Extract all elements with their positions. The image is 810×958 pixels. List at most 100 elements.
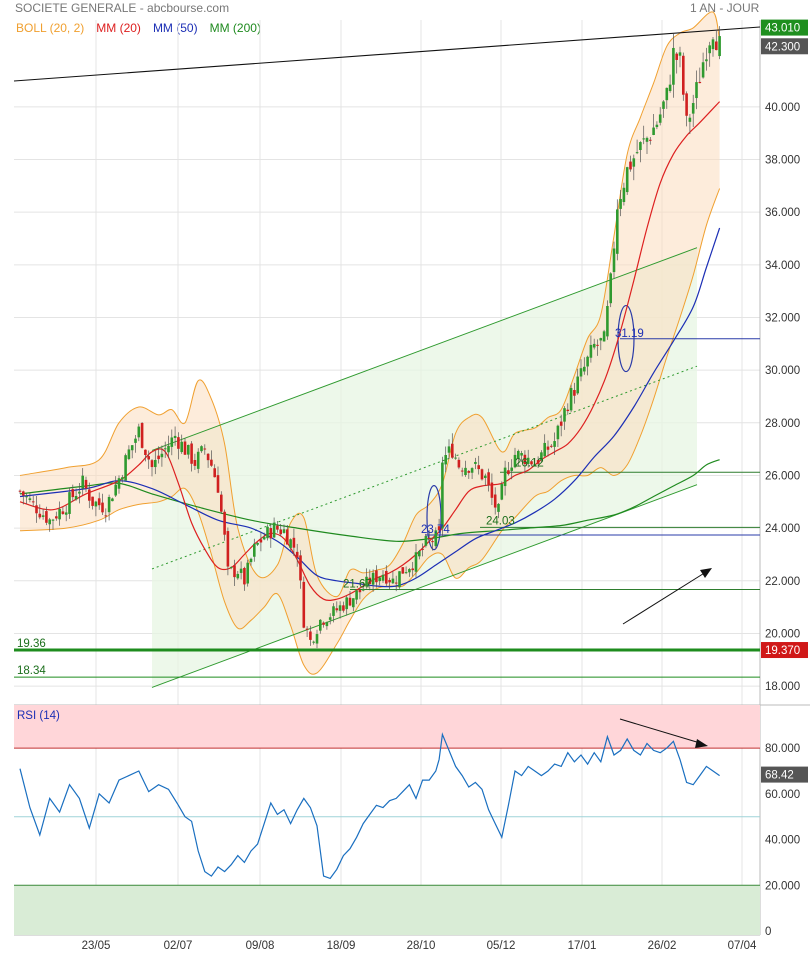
price-axis-tick: 36.000: [765, 207, 800, 219]
candle-body: [352, 598, 355, 608]
candle-body: [378, 577, 381, 582]
candle-body: [658, 114, 662, 123]
price-arrow-head: [700, 568, 712, 578]
candle-body: [464, 467, 467, 476]
candle-body: [338, 605, 342, 611]
candle-body: [688, 117, 692, 122]
candle-body: [121, 477, 124, 480]
last-price-tag: 42.300: [765, 41, 800, 53]
high-price-tag-bg: [761, 19, 808, 36]
candle-body: [51, 519, 55, 521]
candle-body: [25, 496, 28, 498]
level-annotation: 26.12: [515, 457, 544, 469]
candle-body: [394, 582, 398, 584]
candle-body: [233, 565, 236, 578]
candle-body: [315, 634, 319, 644]
candle-body: [150, 460, 154, 468]
candle-body: [262, 536, 266, 540]
candle-body: [546, 446, 550, 450]
candle-body: [418, 551, 421, 557]
time-axis-tick: 28/10: [407, 940, 436, 952]
candle-body: [414, 552, 418, 572]
candle-body: [503, 467, 507, 487]
candle-body: [117, 478, 121, 489]
candle-body: [711, 39, 715, 50]
candle-body: [467, 470, 471, 473]
candle-body: [236, 573, 240, 579]
candle-body: [444, 455, 447, 465]
candle-body: [64, 512, 68, 515]
rsi-divergence-arrowhead: [695, 739, 708, 748]
candle-body: [170, 437, 174, 447]
candle-body: [48, 519, 51, 525]
candle-body: [609, 273, 612, 304]
mm200-line: [19, 459, 720, 542]
candle-body: [649, 139, 652, 141]
candle-body: [718, 36, 721, 57]
candle-body: [368, 577, 372, 584]
candle-body: [421, 548, 424, 550]
candle-body: [216, 475, 220, 493]
last-price-tag-bg: [761, 38, 808, 55]
candle-body: [200, 446, 203, 452]
bollinger-lower-line: [19, 188, 721, 675]
rsi-axis-tick: 80.000: [765, 743, 800, 755]
candle-body: [81, 475, 84, 489]
candle-body: [583, 366, 586, 372]
legend-boll: BOLL (20, 2): [16, 21, 85, 35]
candle-body: [691, 103, 695, 114]
breakout-ellipse-oct: [426, 484, 442, 551]
candle-body: [625, 167, 629, 193]
candle-body: [685, 93, 688, 116]
candle-body: [602, 331, 606, 342]
candle-body: [279, 529, 282, 535]
candle-body: [213, 468, 216, 478]
long-term-trendline: [13, 26, 761, 82]
candle-body: [104, 515, 108, 517]
candle-body: [672, 47, 675, 85]
candle-body: [550, 445, 553, 447]
rsi-last-value-tag: 68.42: [765, 770, 794, 782]
candle-body: [256, 542, 259, 545]
channel-upper-line: [151, 247, 698, 451]
candle-body: [193, 460, 197, 466]
candle-body: [569, 388, 573, 411]
level-annotation: 23.74: [421, 524, 450, 536]
candle-body: [196, 451, 200, 469]
candle-body: [563, 408, 566, 422]
support-price-tag: 19.370: [765, 645, 800, 657]
candle-body: [345, 597, 348, 610]
rsi-overbought-zone: [14, 705, 760, 749]
time-axis-tick: 18/09: [327, 940, 356, 952]
candle-body: [427, 537, 431, 539]
candle-body: [451, 443, 454, 458]
time-axis-tick: 02/07: [164, 940, 193, 952]
candle-body: [249, 558, 253, 563]
candle-body: [642, 138, 645, 140]
candle-body: [556, 425, 560, 440]
candle-body: [203, 448, 207, 450]
candle-body: [358, 589, 362, 593]
candle-body: [701, 62, 705, 78]
candle-body: [612, 248, 616, 273]
candle-body: [38, 513, 42, 518]
candle-body: [645, 137, 649, 142]
candle-body: [319, 619, 322, 631]
candle-body: [134, 438, 137, 443]
candle-body: [220, 494, 223, 512]
rsi-title: RSI (14): [17, 710, 60, 722]
candle-body: [635, 152, 639, 154]
candle-body: [424, 536, 428, 546]
rsi-axis-tick: 40.000: [765, 835, 800, 847]
candle-body: [474, 461, 477, 464]
rsi-divergence-line: [619, 718, 701, 744]
candle-body: [530, 461, 533, 465]
candle-body: [441, 462, 444, 529]
candle-body: [596, 344, 599, 346]
candle-body: [325, 622, 329, 627]
chart-legend: BOLL (20, 2) MM (20) MM (50) MM (200): [16, 21, 261, 35]
candle-body: [381, 574, 385, 581]
candle-body: [404, 572, 408, 574]
candle-body: [160, 453, 164, 458]
